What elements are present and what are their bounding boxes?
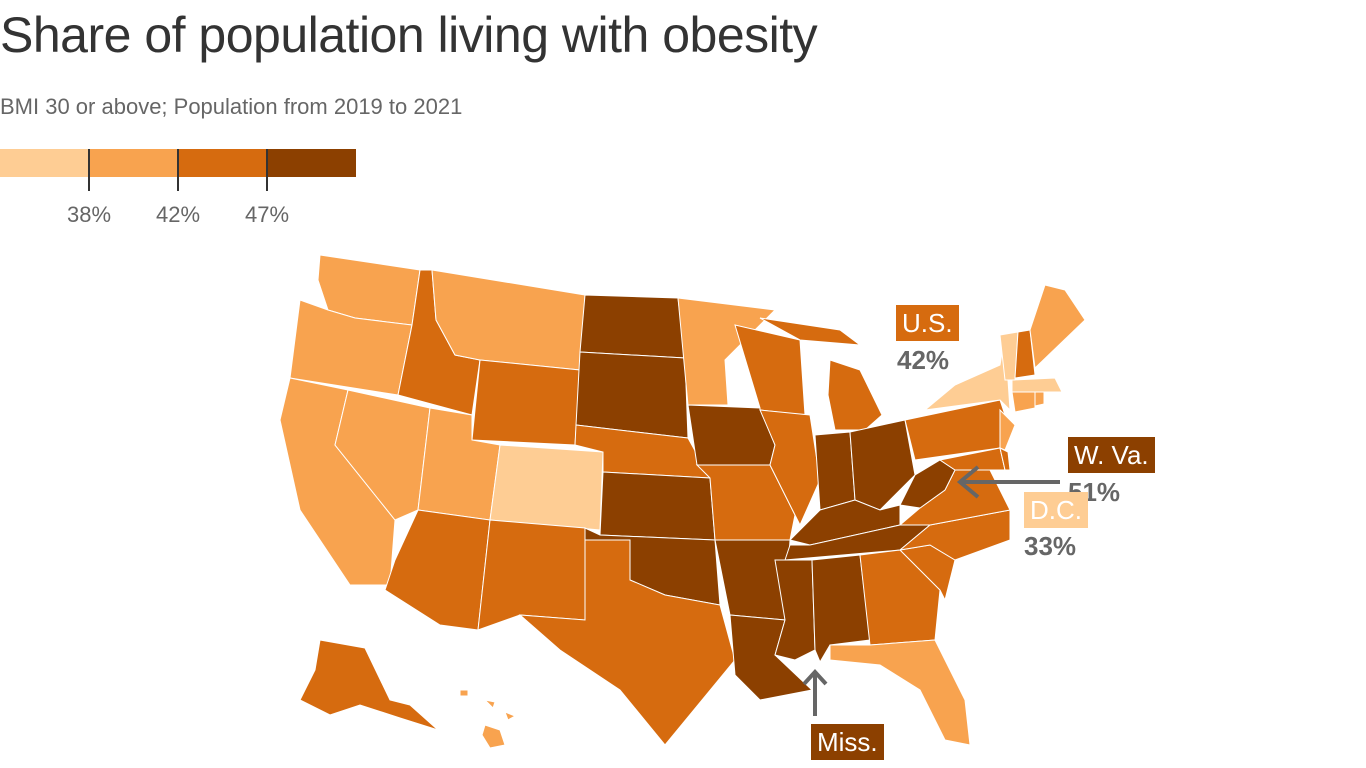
state-mn	[677, 297, 777, 406]
state-md	[938, 447, 1006, 471]
legend-swatch-1	[0, 149, 89, 177]
legend-tick	[88, 149, 90, 191]
wva-label: W. Va.	[1068, 437, 1155, 473]
state-mi	[827, 359, 883, 431]
state-ak	[299, 639, 439, 731]
legend-tick	[177, 149, 179, 191]
state-nv	[334, 389, 431, 521]
legend-swatch-4	[267, 149, 356, 177]
us-value: 42%	[897, 345, 950, 375]
legend-swatch-2	[89, 149, 178, 177]
state-az	[384, 509, 491, 631]
state-nj	[999, 408, 1016, 451]
state-fl	[829, 639, 971, 746]
chart-subtitle: BMI 30 or above; Population from 2019 to…	[0, 94, 463, 119]
state-hi	[504, 711, 517, 721]
state-wi	[734, 324, 806, 416]
state-vt	[999, 331, 1019, 381]
state-sd	[575, 351, 689, 439]
state-il	[759, 409, 821, 527]
dc-value: 33%	[1024, 531, 1077, 561]
wva-arrow	[956, 465, 1060, 499]
state-ma	[1011, 377, 1063, 393]
state-mi	[759, 317, 862, 346]
state-ct	[1011, 389, 1036, 413]
dc-label: D.C.	[1024, 492, 1088, 528]
state-tx	[518, 539, 736, 746]
us-label: U.S.	[896, 305, 959, 341]
legend-swatch-3	[178, 149, 267, 177]
state-de	[999, 447, 1011, 471]
state-hi	[483, 699, 496, 709]
state-hi	[481, 724, 506, 749]
state-nh	[1014, 329, 1036, 379]
legend-label: 42%	[155, 202, 201, 227]
state-oh	[849, 419, 916, 511]
state-co	[489, 444, 604, 531]
state-hi	[459, 689, 469, 697]
miss-arrow	[802, 669, 828, 716]
color-legend	[0, 149, 356, 177]
legend-label: 38%	[66, 202, 112, 227]
state-ks	[599, 471, 716, 541]
legend-tick	[266, 149, 268, 191]
miss-label: Miss.	[811, 724, 884, 760]
legend-label: 47%	[244, 202, 290, 227]
chart-title: Share of population living with obesity	[0, 7, 818, 63]
state-wy	[471, 359, 581, 446]
state-in	[814, 431, 856, 511]
state-mt	[431, 269, 586, 371]
state-ga	[859, 549, 941, 646]
state-nm	[477, 519, 586, 631]
state-me	[1029, 284, 1086, 370]
state-nd	[579, 294, 686, 359]
